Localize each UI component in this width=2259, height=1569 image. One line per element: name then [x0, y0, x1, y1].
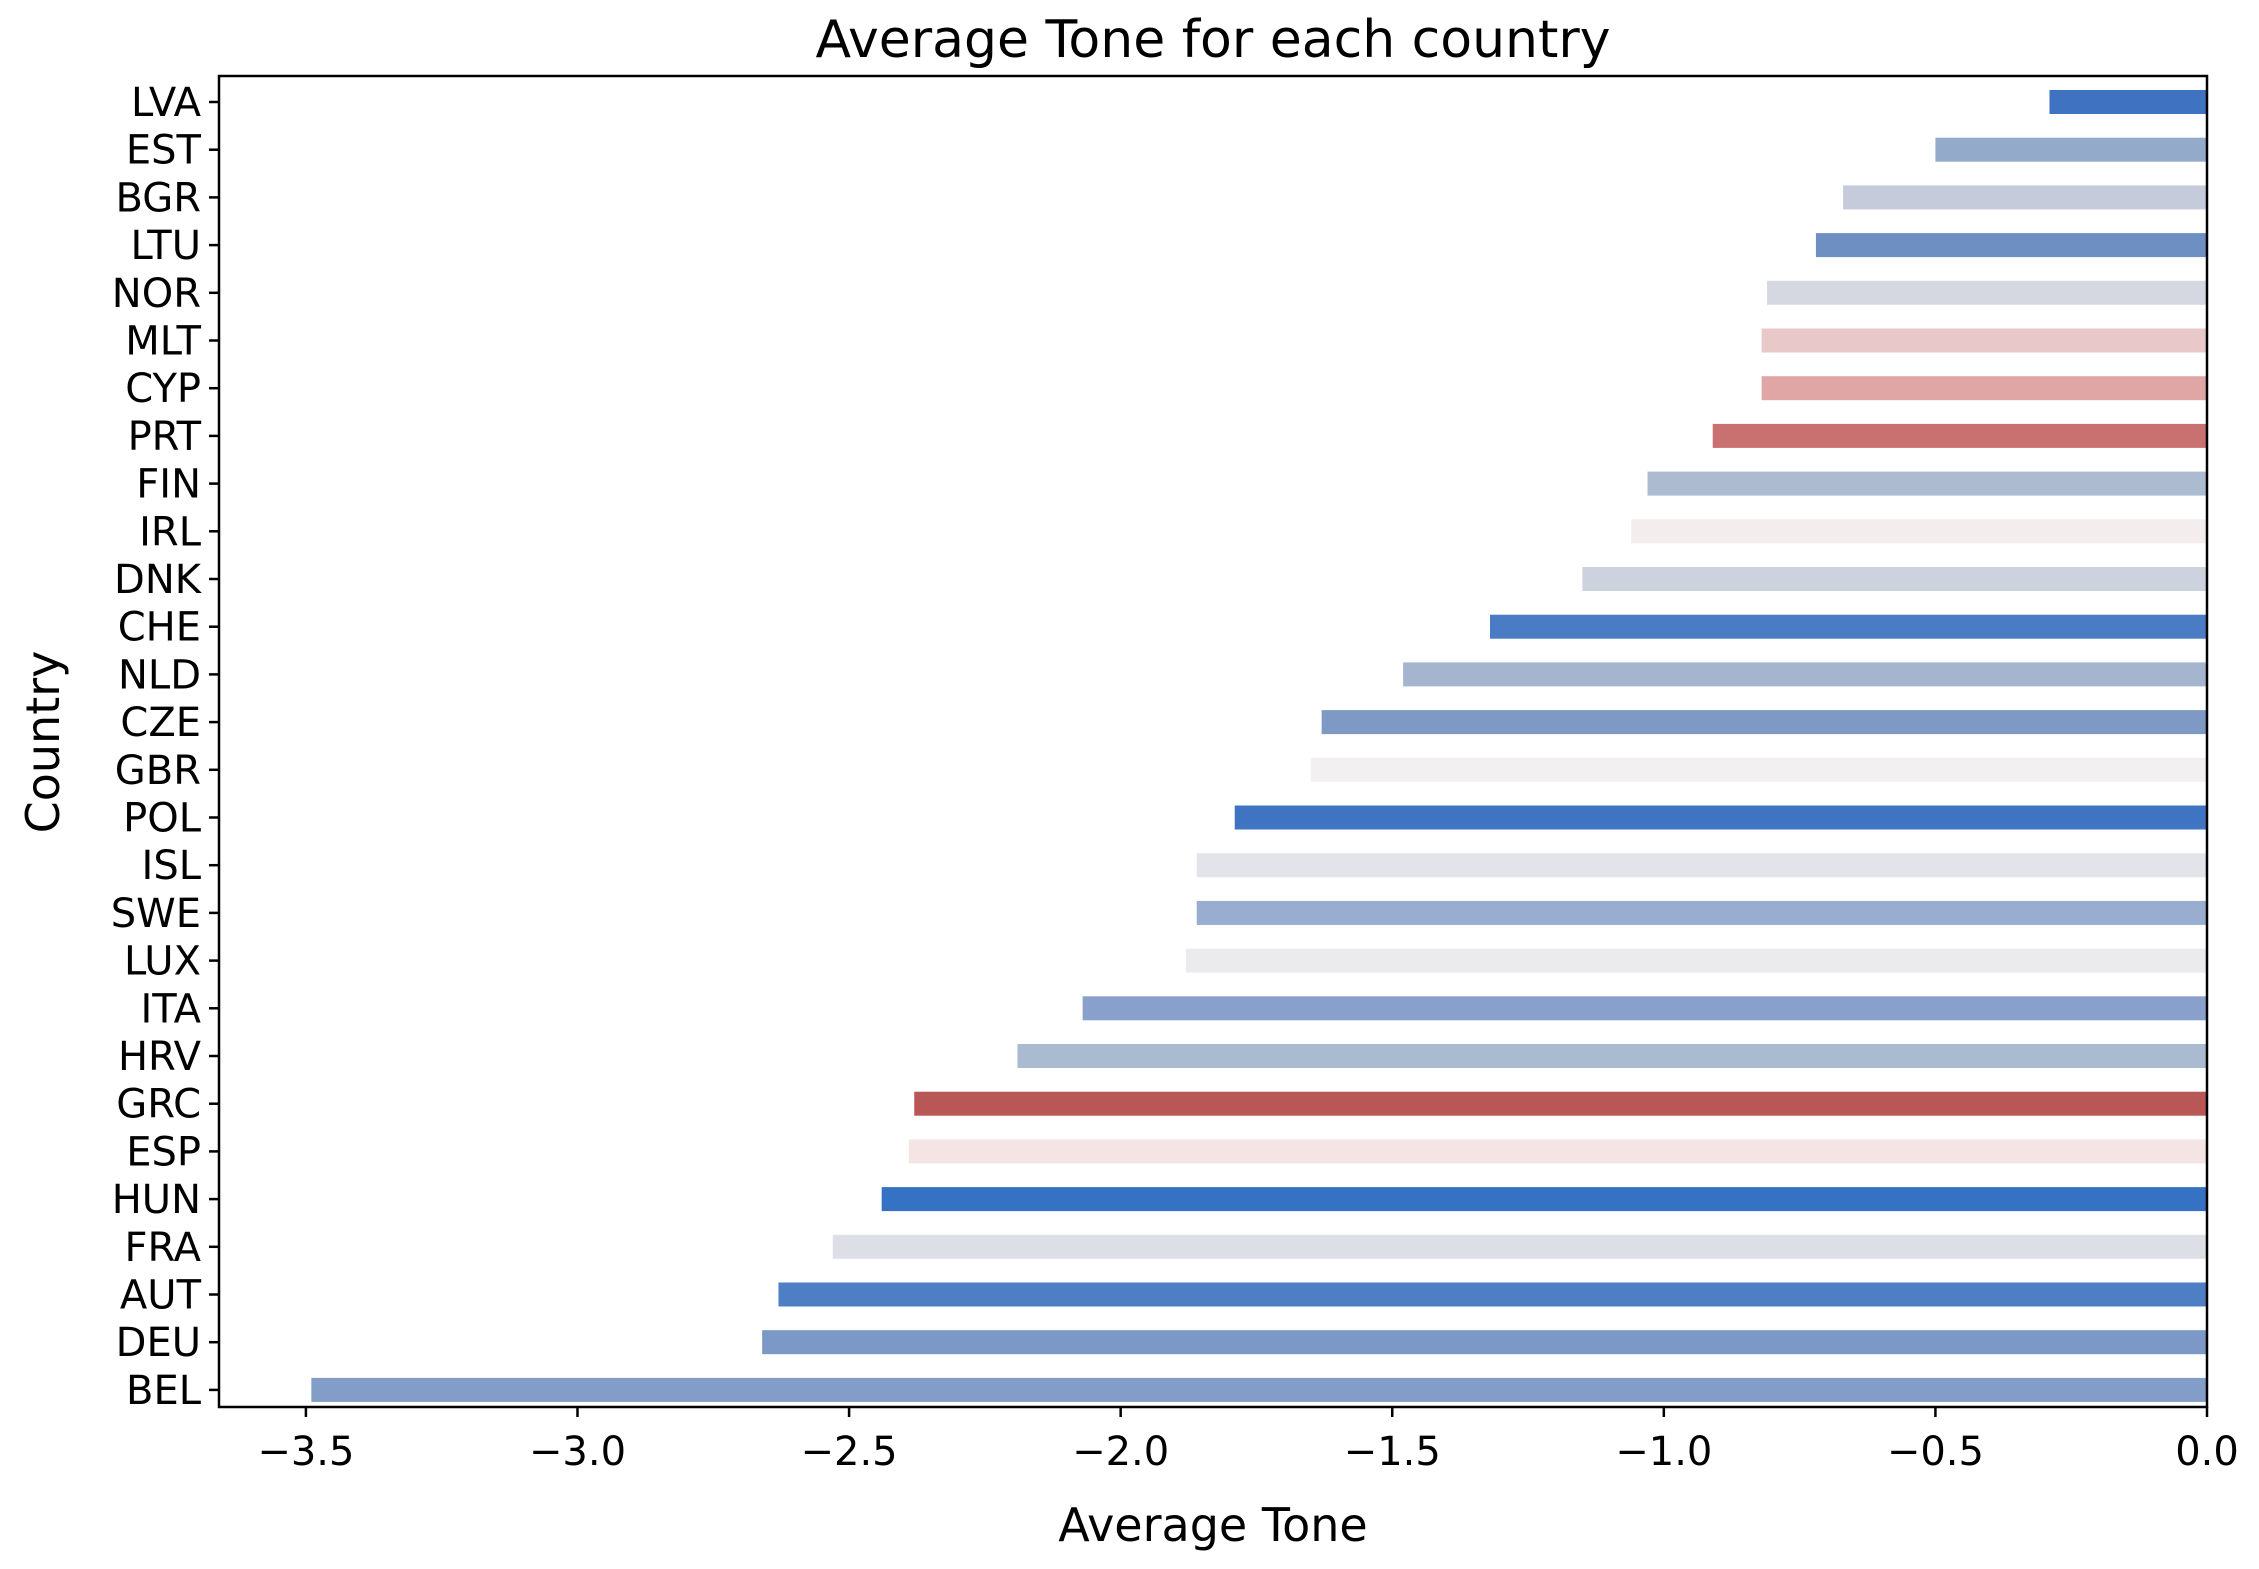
bar-grc: [914, 1091, 2207, 1116]
y-tick-label: HUN: [112, 1177, 201, 1223]
y-tick-label: CZE: [120, 700, 201, 746]
x-tick-label: −0.5: [1887, 1429, 1984, 1475]
bar-fin: [1647, 471, 2207, 496]
bar-pol: [1234, 805, 2207, 830]
bar-ltu: [1815, 233, 2207, 258]
y-tick-label: FRA: [124, 1225, 201, 1271]
y-tick-label: CHE: [118, 605, 201, 651]
bar-aut: [778, 1282, 2207, 1307]
bar-gbr: [1310, 757, 2207, 782]
bar-isl: [1196, 853, 2207, 878]
bars-group: [311, 90, 2208, 1402]
bar-dnk: [1582, 567, 2207, 591]
x-tick-label: −1.0: [1615, 1429, 1712, 1475]
chart-title: Average Tone for each country: [815, 10, 1610, 70]
bar-fra: [832, 1234, 2207, 1259]
bar-hrv: [1017, 1044, 2208, 1068]
bar-swe: [1196, 900, 2207, 925]
y-tick-label: DNK: [114, 557, 203, 603]
x-axis-label: Average Tone: [1058, 1498, 1367, 1552]
y-tick-label: LTU: [131, 223, 202, 269]
y-tick-label: HRV: [118, 1034, 202, 1080]
bar-lva: [2049, 90, 2207, 114]
x-tick-label: −2.5: [801, 1429, 898, 1475]
plot-frame: [217, 74, 2209, 1409]
y-tick-label: CYP: [125, 366, 201, 412]
bar-nor: [1767, 280, 2207, 305]
y-tick-label: PRT: [128, 414, 202, 460]
x-axis-ticks: −3.5 −3.0 −2.5 −2.0 −1.5 −1.0 −0.5 0.0: [257, 1407, 2239, 1475]
y-tick-label: LUX: [124, 939, 201, 985]
bar-irl: [1631, 519, 2207, 544]
bar-cyp: [1761, 376, 2207, 401]
bar-hun: [881, 1187, 2207, 1212]
x-tick-label: −1.5: [1344, 1429, 1441, 1475]
y-tick-label: ESP: [126, 1129, 201, 1175]
bar-mlt: [1761, 328, 2207, 353]
y-tick-label: FIN: [136, 462, 201, 508]
y-axis-label: Country: [16, 651, 70, 834]
y-tick-label: GRC: [116, 1082, 201, 1128]
x-tick-label: −3.5: [257, 1429, 354, 1475]
y-tick-label: BEL: [126, 1368, 202, 1414]
y-tick-label: SWE: [111, 891, 201, 937]
bar-che: [1490, 614, 2207, 639]
y-tick-label: EST: [126, 128, 202, 174]
bar-deu: [762, 1330, 2207, 1355]
x-tick-label: −2.0: [1072, 1429, 1169, 1475]
y-tick-label: LVA: [131, 80, 202, 126]
y-axis-ticks: LVAESTBGRLTUNORMLTCYPPRTFINIRLDNKCHENLDC…: [111, 80, 219, 1414]
bar-lux: [1185, 948, 2207, 973]
y-tick-label: MLT: [125, 319, 201, 365]
y-tick-label: AUT: [120, 1273, 202, 1319]
bar-nld: [1403, 662, 2207, 687]
x-tick-label: −3.0: [529, 1429, 626, 1475]
y-tick-label: DEU: [116, 1320, 201, 1366]
bar-est: [1935, 137, 2207, 162]
bar-bgr: [1843, 185, 2207, 210]
y-tick-label: ITA: [141, 986, 202, 1032]
y-tick-label: POL: [123, 796, 202, 842]
y-tick-label: IRL: [139, 509, 202, 555]
y-tick-label: BGR: [115, 175, 201, 221]
bar-ita: [1082, 996, 2207, 1021]
y-tick-label: NLD: [118, 652, 201, 698]
bar-esp: [908, 1139, 2207, 1164]
y-tick-label: ISL: [142, 843, 202, 889]
y-tick-label: GBR: [115, 748, 201, 794]
bar-prt: [1712, 423, 2207, 448]
bar-bel: [311, 1377, 2207, 1402]
y-tick-label: NOR: [112, 271, 201, 317]
x-tick-label: 0.0: [2175, 1429, 2239, 1475]
bar-cze: [1321, 710, 2207, 735]
